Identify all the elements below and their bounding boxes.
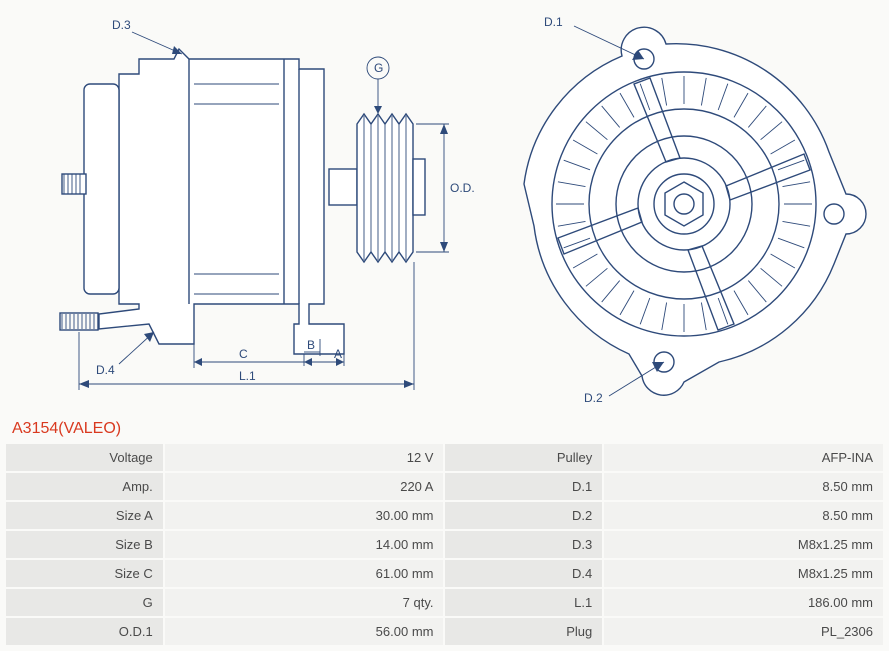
diagram-front-view: D.1 D.2: [494, 4, 874, 404]
spec-label: Voltage: [6, 444, 163, 471]
label-b: B: [307, 338, 315, 352]
spec-value: 12 V: [165, 444, 444, 471]
spec-label: D.2: [445, 502, 602, 529]
spec-label: O.D.1: [6, 618, 163, 645]
spec-row: Amp.220 AD.18.50 mm: [6, 473, 883, 500]
spec-value: AFP-INA: [604, 444, 883, 471]
spec-value: 14.00 mm: [165, 531, 444, 558]
spec-row: Voltage12 VPulleyAFP-INA: [6, 444, 883, 471]
spec-row: G7 qty.L.1186.00 mm: [6, 589, 883, 616]
spec-row: Size A30.00 mmD.28.50 mm: [6, 502, 883, 529]
spec-label: Amp.: [6, 473, 163, 500]
label-d4: D.4: [96, 363, 115, 377]
spec-row: Size C61.00 mmD.4M8x1.25 mm: [6, 560, 883, 587]
spec-value: 61.00 mm: [165, 560, 444, 587]
spec-label: Size C: [6, 560, 163, 587]
spec-label: Pulley: [445, 444, 602, 471]
spec-value: 186.00 mm: [604, 589, 883, 616]
diagram-area: D.3: [4, 4, 885, 414]
spec-value: PL_2306: [604, 618, 883, 645]
label-od1: O.D.1: [450, 181, 474, 195]
label-g: G: [374, 61, 383, 75]
spec-label: L.1: [445, 589, 602, 616]
spec-value: 8.50 mm: [604, 473, 883, 500]
label-d1: D.1: [544, 15, 563, 29]
diagram-side-view: D.3: [44, 4, 474, 404]
label-d2: D.2: [584, 391, 603, 404]
spec-value: 56.00 mm: [165, 618, 444, 645]
part-title: A3154(VALEO): [12, 420, 885, 438]
label-c: C: [239, 347, 248, 361]
spec-value: 220 A: [165, 473, 444, 500]
pulley: [329, 114, 425, 262]
spec-value: 7 qty.: [165, 589, 444, 616]
spec-label: D.3: [445, 531, 602, 558]
spec-label: D.1: [445, 473, 602, 500]
spec-row: O.D.156.00 mmPlugPL_2306: [6, 618, 883, 645]
label-l1: L.1: [239, 369, 256, 383]
label-a: A: [334, 347, 342, 361]
spec-label: Plug: [445, 618, 602, 645]
spec-row: Size B14.00 mmD.3M8x1.25 mm: [6, 531, 883, 558]
spec-label: Size B: [6, 531, 163, 558]
spec-label: D.4: [445, 560, 602, 587]
spec-value: M8x1.25 mm: [604, 531, 883, 558]
spec-value: 8.50 mm: [604, 502, 883, 529]
spec-label: G: [6, 589, 163, 616]
spec-value: M8x1.25 mm: [604, 560, 883, 587]
spec-table: Voltage12 VPulleyAFP-INAAmp.220 AD.18.50…: [4, 442, 885, 647]
spec-value: 30.00 mm: [165, 502, 444, 529]
label-d3: D.3: [112, 18, 131, 32]
spec-label: Size A: [6, 502, 163, 529]
